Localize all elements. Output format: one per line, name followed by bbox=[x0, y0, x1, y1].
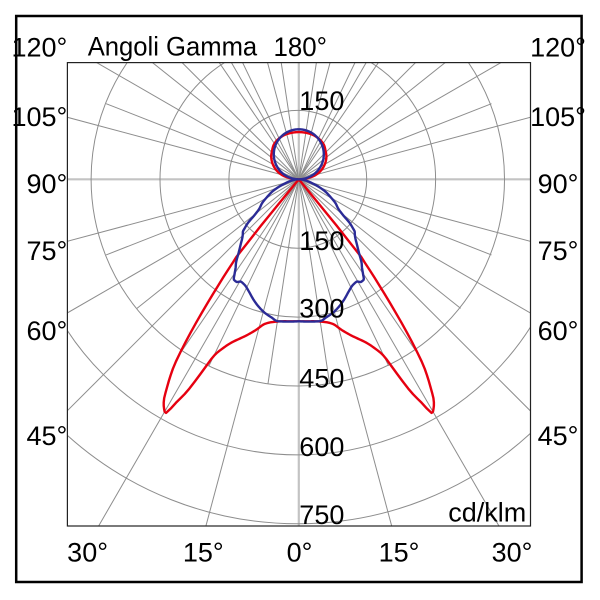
svg-text:30°: 30° bbox=[492, 537, 533, 567]
svg-text:15°: 15° bbox=[379, 537, 420, 567]
svg-text:105°: 105° bbox=[11, 102, 67, 132]
svg-text:120°: 120° bbox=[11, 32, 67, 62]
svg-text:75°: 75° bbox=[538, 236, 579, 266]
svg-text:45°: 45° bbox=[26, 421, 67, 451]
svg-text:750: 750 bbox=[299, 500, 344, 530]
svg-text:180°: 180° bbox=[273, 32, 327, 62]
svg-text:60°: 60° bbox=[538, 316, 579, 346]
svg-text:15°: 15° bbox=[183, 537, 224, 567]
svg-text:150: 150 bbox=[299, 86, 344, 116]
svg-text:0°: 0° bbox=[287, 537, 313, 567]
svg-text:300: 300 bbox=[299, 293, 344, 323]
svg-text:Angoli Gamma: Angoli Gamma bbox=[88, 31, 258, 61]
svg-text:150: 150 bbox=[299, 226, 344, 256]
svg-text:30°: 30° bbox=[67, 537, 108, 567]
svg-text:450: 450 bbox=[299, 364, 344, 394]
svg-text:45°: 45° bbox=[538, 421, 579, 451]
svg-text:90°: 90° bbox=[538, 169, 579, 199]
svg-text:cd/klm: cd/klm bbox=[448, 497, 526, 527]
svg-text:75°: 75° bbox=[26, 236, 67, 266]
svg-text:600: 600 bbox=[299, 432, 344, 462]
svg-text:120°: 120° bbox=[530, 32, 586, 62]
svg-text:90°: 90° bbox=[26, 169, 67, 199]
svg-text:105°: 105° bbox=[530, 102, 586, 132]
svg-text:60°: 60° bbox=[26, 316, 67, 346]
